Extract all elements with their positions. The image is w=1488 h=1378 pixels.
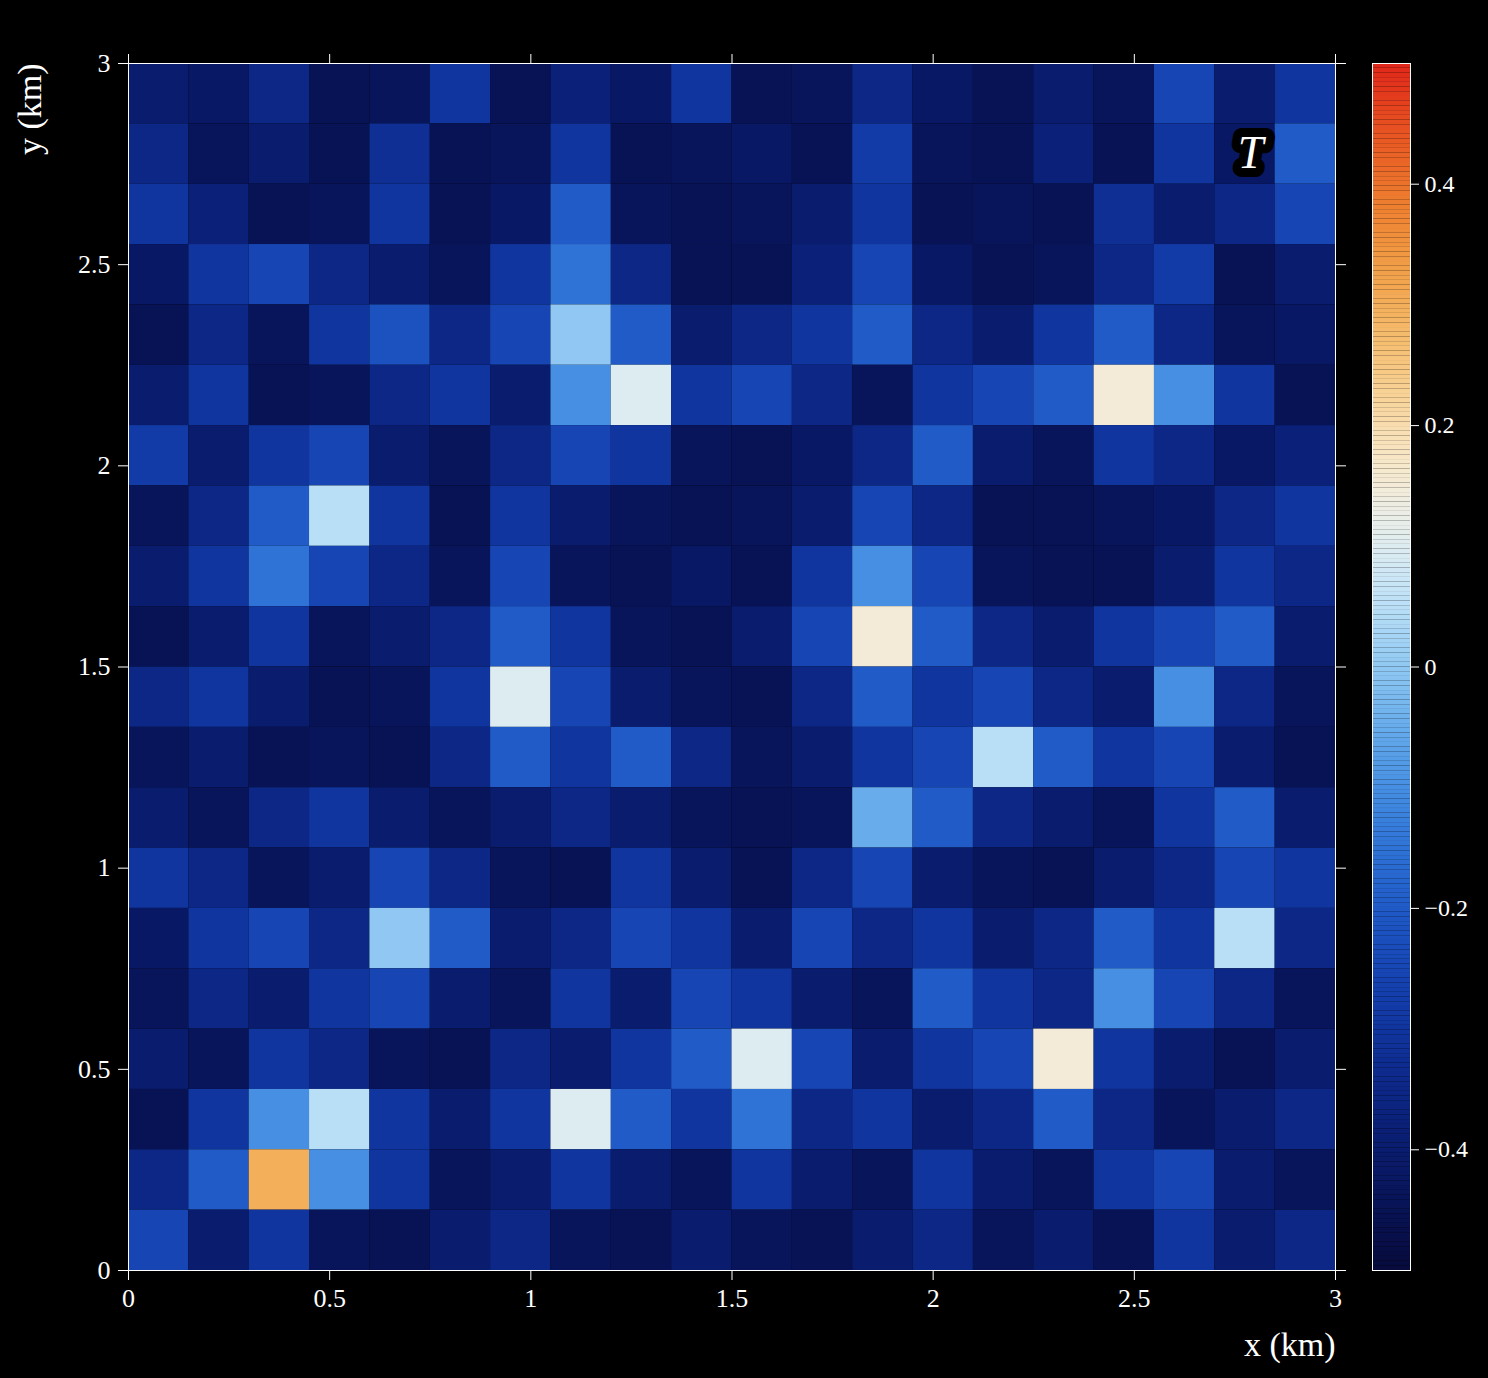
svg-text:−0.2: −0.2 (1425, 895, 1469, 921)
svg-text:T: T (1238, 127, 1267, 178)
svg-text:3: 3 (1329, 1284, 1342, 1313)
svg-text:1: 1 (524, 1284, 537, 1313)
svg-text:2.5: 2.5 (1118, 1284, 1151, 1313)
svg-text:1.5: 1.5 (78, 652, 111, 681)
svg-text:0.5: 0.5 (313, 1284, 346, 1313)
svg-text:0.2: 0.2 (1425, 412, 1455, 438)
svg-text:0: 0 (98, 1256, 111, 1285)
svg-text:0: 0 (122, 1284, 135, 1313)
svg-text:1: 1 (98, 853, 111, 882)
svg-text:2.5: 2.5 (78, 250, 111, 279)
svg-text:0: 0 (1425, 654, 1437, 680)
svg-text:y (km): y (km) (11, 64, 49, 156)
svg-text:−0.4: −0.4 (1425, 1136, 1469, 1162)
svg-text:3: 3 (98, 49, 111, 78)
svg-text:1.5: 1.5 (716, 1284, 749, 1313)
svg-text:2: 2 (98, 451, 111, 480)
svg-text:0.5: 0.5 (78, 1055, 111, 1084)
svg-text:0.4: 0.4 (1425, 171, 1455, 197)
svg-text:x (km): x (km) (1244, 1326, 1336, 1364)
svg-text:2: 2 (927, 1284, 940, 1313)
